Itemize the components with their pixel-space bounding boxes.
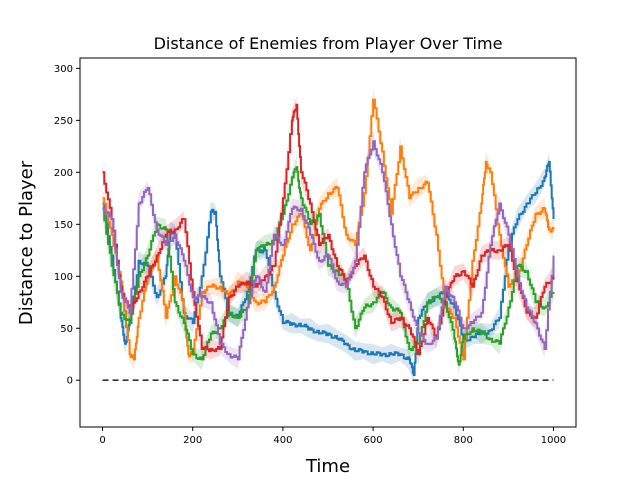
chart-title: Distance of Enemies from Player Over Tim… — [154, 34, 503, 53]
y-tick-label: 0 — [67, 376, 73, 387]
series-2 — [102, 89, 555, 370]
series-2-line — [102, 98, 555, 361]
series-5-line — [102, 140, 555, 361]
y-tick-label: 300 — [54, 64, 73, 75]
series-4-line — [102, 103, 555, 356]
y-tick-label: 150 — [54, 220, 73, 231]
y-tick-label: 250 — [54, 116, 73, 127]
x-tick-label: 0 — [99, 435, 105, 446]
y-axis-title: Distance to Player — [16, 160, 37, 325]
series-4 — [102, 96, 555, 365]
y-tick-label: 100 — [54, 272, 73, 283]
series-5 — [102, 130, 555, 370]
series-1-band — [102, 152, 554, 383]
plot-area — [102, 89, 555, 383]
series-3 — [102, 156, 555, 374]
x-axis-title: Time — [305, 456, 350, 477]
x-axis: 0 200 400 600 800 1000 — [99, 427, 566, 446]
x-tick-label: 800 — [454, 435, 473, 446]
y-tick-label: 200 — [54, 168, 73, 179]
x-tick-label: 400 — [273, 435, 292, 446]
y-tick-label: 50 — [60, 324, 73, 335]
x-tick-label: 1000 — [541, 435, 566, 446]
x-tick-label: 200 — [183, 435, 202, 446]
y-axis: 0 50 100 150 200 250 300 — [54, 64, 80, 387]
series-3-line — [102, 166, 555, 366]
series-4-band — [102, 96, 554, 365]
x-tick-label: 600 — [364, 435, 383, 446]
plot-frame — [79, 57, 577, 428]
